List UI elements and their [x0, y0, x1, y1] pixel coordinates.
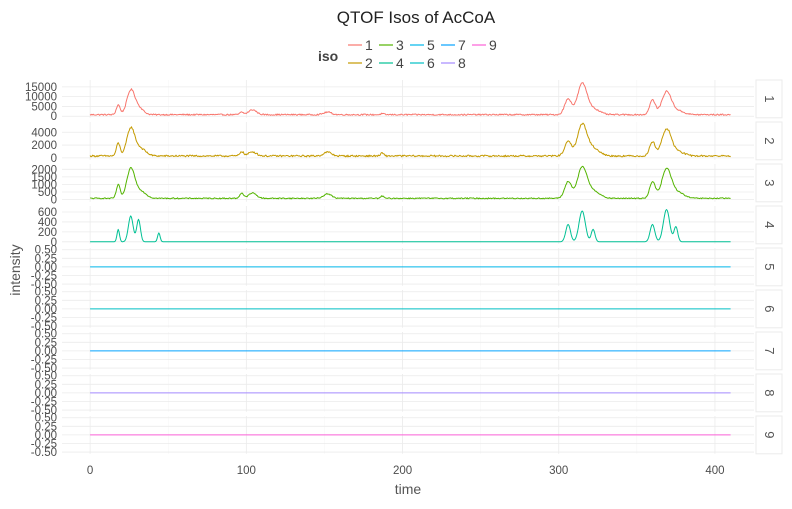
- legend-title: iso: [318, 48, 338, 64]
- y-tick-label: 200: [38, 227, 57, 239]
- y-tick-label: 10000: [25, 92, 57, 104]
- x-tick-label: 200: [393, 465, 412, 477]
- y-tick-label: 4000: [31, 127, 57, 139]
- y-tick-label: 0.00: [35, 388, 57, 400]
- y-tick-label: 0.50: [35, 413, 57, 425]
- facet-strip-label-8: 8: [762, 389, 777, 396]
- facet-strip-label-6: 6: [762, 305, 777, 312]
- x-tick-label: 0: [87, 465, 93, 477]
- facet-strip-4: [755, 205, 783, 245]
- y-tick-label: 0: [51, 111, 57, 123]
- facet-strip-1: [755, 79, 783, 119]
- legend-label-4: 4: [396, 55, 404, 71]
- facet-strip-label-1: 1: [762, 95, 777, 102]
- y-tick-label: -0.25: [31, 354, 57, 366]
- y-tick-label: -0.25: [31, 270, 57, 282]
- y-tick-label: 15000: [25, 82, 57, 94]
- legend-label-8: 8: [458, 55, 466, 71]
- facet-strip-label-2: 2: [762, 137, 777, 144]
- y-tick-label: 0.25: [35, 337, 57, 349]
- legend-label-5: 5: [427, 37, 435, 53]
- facet-strip-7: [755, 331, 783, 371]
- y-tick-label: 0: [51, 153, 57, 165]
- y-tick-label: 2000: [31, 164, 57, 176]
- y-tick-label: -0.50: [31, 405, 57, 417]
- series-line-1: [89, 82, 731, 116]
- y-tick-label: -0.25: [31, 312, 57, 324]
- facet-strip-2: [755, 121, 783, 161]
- x-tick-label: 100: [237, 465, 256, 477]
- y-tick-label: 0.00: [35, 262, 57, 274]
- y-tick-label: 0.25: [35, 253, 57, 265]
- y-tick-label: 0.00: [35, 430, 57, 442]
- y-tick-label: 0.50: [35, 287, 57, 299]
- y-tick-label: 1500: [31, 172, 57, 184]
- legend-label-7: 7: [458, 37, 466, 53]
- x-axis-label: time: [395, 481, 422, 497]
- legend-label-1: 1: [365, 37, 373, 53]
- legend: iso 1 2 3 4 5 6 7 8 9: [318, 37, 497, 71]
- x-axis: 0 100 200 300 400: [87, 465, 725, 477]
- facet-panel-8: -0.50-0.250.000.250.50 8: [31, 371, 783, 417]
- facet-strip-9: [755, 415, 783, 455]
- y-tick-label: 0.50: [35, 245, 57, 257]
- facet-strip-5: [755, 247, 783, 287]
- y-tick-label: -0.50: [31, 447, 57, 459]
- y-tick-label: 2000: [31, 140, 57, 152]
- facet-strip-6: [755, 289, 783, 329]
- y-tick-label: -0.25: [31, 396, 57, 408]
- legend-label-2: 2: [365, 55, 373, 71]
- x-tick-label: 400: [705, 465, 724, 477]
- y-tick-label: 5000: [31, 101, 57, 113]
- y-tick-label: -0.50: [31, 279, 57, 291]
- facet-panel-6: -0.50-0.250.000.250.50 6: [31, 287, 783, 333]
- y-tick-label: 600: [38, 207, 57, 219]
- y-tick-label: 0.00: [35, 304, 57, 316]
- y-tick-label: 0.25: [35, 295, 57, 307]
- facets: 0500010000150001020004000205001000150020…: [25, 79, 783, 459]
- facet-strip-label-4: 4: [762, 221, 777, 228]
- facet-panel-5: -0.50-0.250.000.250.50 5: [31, 245, 783, 291]
- legend-label-9: 9: [489, 37, 497, 53]
- y-tick-label: 0.50: [35, 329, 57, 341]
- series-line-4: [90, 209, 731, 243]
- x-tick-label: 300: [549, 465, 568, 477]
- facet-strip-label-3: 3: [762, 179, 777, 186]
- facet-strip-label-9: 9: [762, 431, 777, 438]
- y-tick-label: -0.25: [31, 438, 57, 450]
- facet-panel-9: -0.50-0.250.000.250.50 9: [31, 413, 783, 459]
- y-tick-label: 0.00: [35, 346, 57, 358]
- y-tick-label: -0.50: [31, 363, 57, 375]
- y-tick-label: 0: [51, 195, 57, 207]
- y-tick-label: 0.50: [35, 371, 57, 383]
- legend-label-6: 6: [427, 55, 435, 71]
- y-tick-label: 0.25: [35, 379, 57, 391]
- facet-strip-3: [755, 163, 783, 203]
- series-line-2: [89, 122, 731, 158]
- y-tick-label: 400: [38, 217, 57, 229]
- y-axis-label: intensity: [7, 244, 23, 295]
- series-line-3: [90, 165, 731, 200]
- y-tick-label: 500: [38, 187, 57, 199]
- y-tick-label: 0: [51, 237, 57, 249]
- legend-label-3: 3: [396, 37, 404, 53]
- y-tick-label: -0.50: [31, 321, 57, 333]
- facet-strip-label-7: 7: [762, 347, 777, 354]
- y-tick-label: 1000: [31, 179, 57, 191]
- facet-strip-label-5: 5: [762, 263, 777, 270]
- facet-strip-8: [755, 373, 783, 413]
- chart-title: QTOF Isos of AcCoA: [337, 8, 496, 27]
- y-tick-label: 0.25: [35, 421, 57, 433]
- facet-panel-7: -0.50-0.250.000.250.50 7: [31, 329, 783, 375]
